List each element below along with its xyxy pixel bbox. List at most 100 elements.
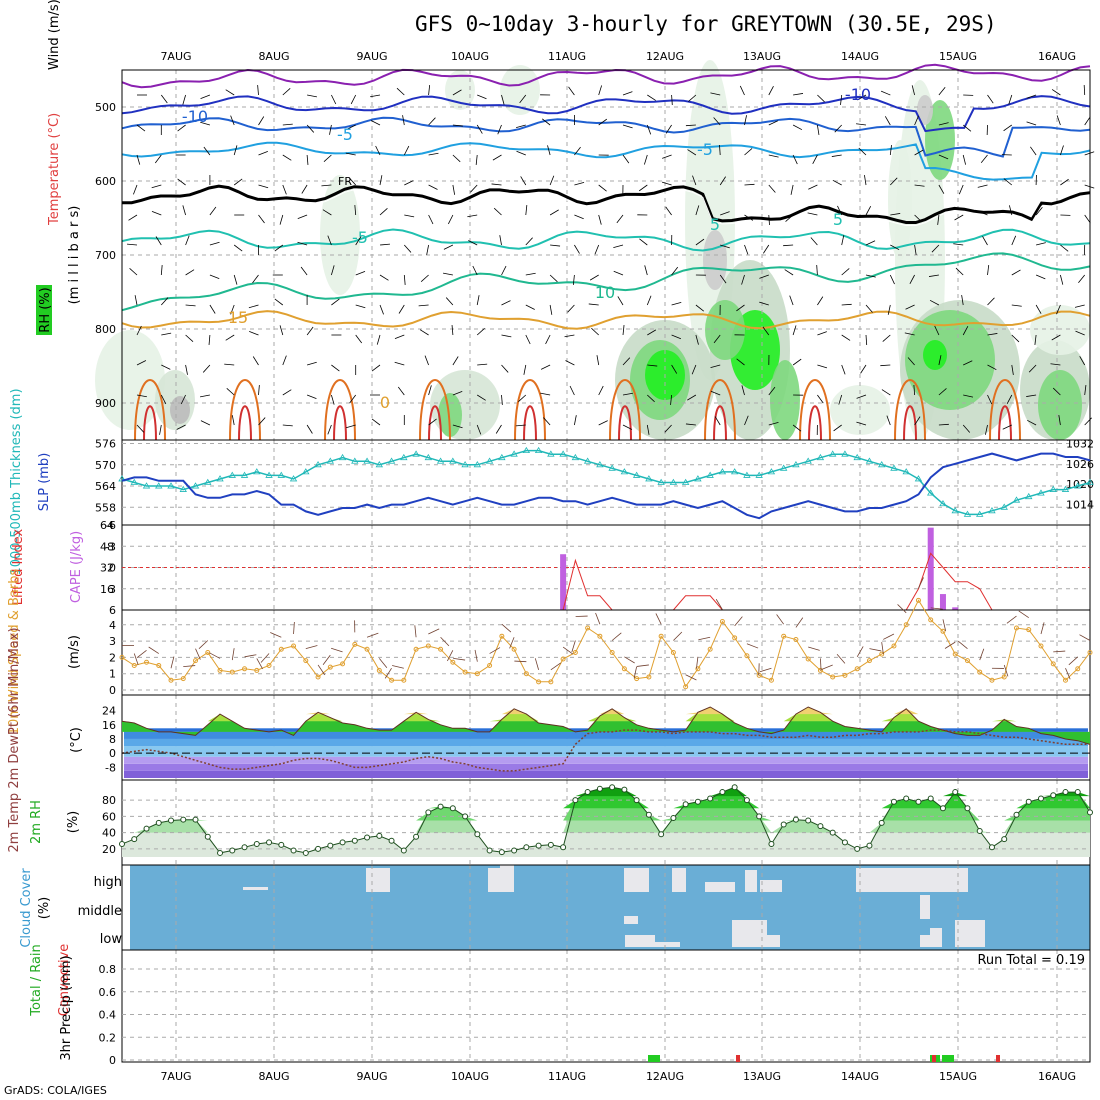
wind-barb [622,325,625,336]
rh-point [204,833,211,840]
contour-label: -10 [182,107,208,126]
rh-point [180,816,187,823]
wind-barb [622,357,631,366]
date-label-bottom: 9AUG [356,1070,387,1083]
wind10-point [303,658,309,664]
wind-barb [306,326,314,336]
wind10-point [536,679,542,685]
rh-point [584,789,591,796]
li-tick-label: 0 [109,562,116,575]
wind-barb [525,334,531,345]
wind-barb [768,422,779,426]
cape-axis-labels: Lifted Index CAPE (J/kg) [11,528,84,605]
wind10-point [315,674,321,680]
wind-barb [475,154,478,165]
wind10-point [805,656,811,662]
wind-barb [159,424,162,435]
rh-shading [705,300,745,360]
wind-barb [913,384,915,396]
wind-barb [428,152,439,156]
temp-band [124,756,1088,764]
wind-barb [938,122,949,126]
wind-barb [744,183,755,186]
wind-barb [307,94,317,98]
wind10-point [989,677,995,683]
wind-barb [1060,274,1064,285]
wind-barb [639,238,648,246]
wind10-point [830,674,836,680]
wind10-barb [685,674,697,681]
wind10-barb [148,646,159,654]
wind-barb [329,124,332,135]
rh-tick-label: 60 [102,810,116,823]
wind-barb [161,332,172,336]
pressure-tick-label: 800 [95,323,116,336]
rh-point [596,785,603,792]
wind-barb [741,385,745,396]
wind-barb [1034,334,1037,345]
wind-barb [258,214,265,224]
wind-barb [695,334,699,345]
thickness-tick-label: 558 [95,501,116,514]
slp-tick-label: 1032 [1066,437,1094,450]
wind-barb [958,184,964,195]
wind-barb [987,364,997,371]
wind10-point [842,672,848,678]
wind-barb [136,124,146,132]
thickness-point [265,471,273,478]
wind-barb [574,182,585,186]
wind-barb [1011,334,1020,343]
wind10-point [205,650,211,655]
wind-barb [963,360,973,366]
wind10-point [499,633,505,639]
wind-barb [428,85,431,96]
thickness-point [473,461,482,468]
wind-barb [306,361,317,366]
wind-barb [790,184,794,195]
thickness-point [338,453,347,461]
wind-barb [880,90,891,96]
rh-point [486,847,493,854]
thickness-point [657,478,665,485]
dewpoint-line [121,729,1090,772]
wind-barb [225,89,235,96]
wind10-point [401,677,407,683]
wind-barb [1060,244,1069,252]
wind10-barb [244,654,257,658]
wind10-barb [170,656,175,669]
wind-barb [182,94,186,105]
cape-bar [952,607,959,610]
wind-barb [589,274,599,281]
wind10-barb [918,577,924,589]
date-label-top: 8AUG [258,50,289,63]
rh-point [915,798,922,805]
li-tick-label: -6 [105,519,116,532]
wind-barb [403,274,406,285]
wind-barb [133,184,138,195]
wind-barb [665,124,672,134]
rh-shading [170,396,190,424]
wind10-point [952,651,958,657]
wind10-point [940,628,946,634]
wind-barb [961,295,964,306]
wind-barb [282,154,292,161]
contour-label: 15 [228,308,248,327]
wind-barb [792,124,803,131]
wind-barb [744,244,749,255]
pressure-tick-label: 900 [95,397,116,410]
wind-barb [452,89,462,96]
wind10-barb [1065,668,1071,680]
rh-point [609,784,616,791]
temperature-contour [419,379,451,441]
wind10-barb [305,645,318,650]
wind10-point [866,658,872,664]
rh-point [621,786,628,793]
wind10-point [585,625,591,631]
wind10-point [928,617,934,623]
wind-barb [1011,269,1021,276]
panel-frame [121,609,1091,696]
precip-tick-label: 0.4 [99,1009,117,1022]
wind-barb [904,332,915,336]
wind-barb [955,267,964,276]
thickness-point [510,450,518,457]
